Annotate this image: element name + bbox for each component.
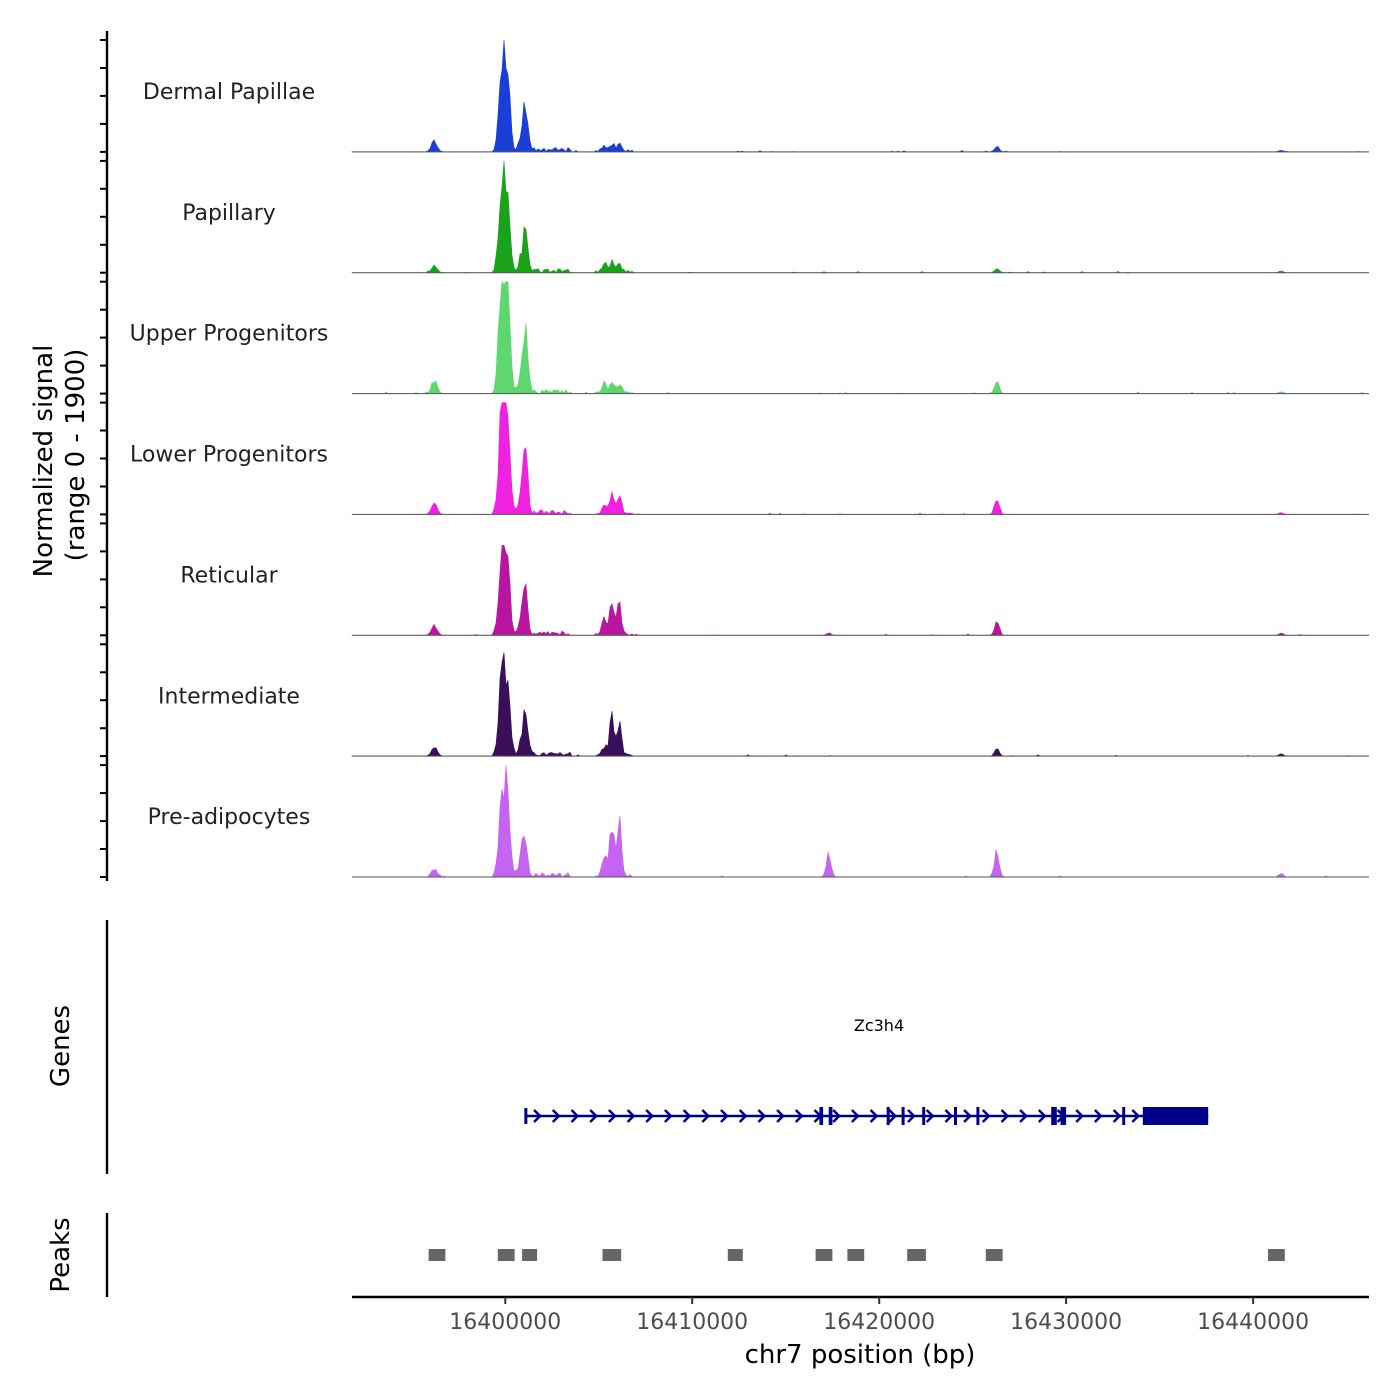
strand-arrow	[701, 1109, 711, 1123]
x-axis-title: chr7 position (bp)	[745, 1340, 976, 1370]
strand-arrow	[589, 1109, 598, 1123]
x-axis-ticks: 16400000 16410000 16420000 16430000 16440000	[449, 1297, 1309, 1335]
peak-region	[985, 1249, 1003, 1261]
strand-arrow	[944, 1109, 954, 1123]
strand-arrow	[682, 1109, 692, 1123]
coverage-y-label-range: (range 0 - 1900)	[61, 349, 91, 562]
gene-name-label: Zc3h4	[854, 1016, 904, 1035]
track-papillary: Papillary	[182, 160, 1370, 274]
strand-arrow	[1112, 1109, 1122, 1123]
coverage-area	[351, 652, 1370, 757]
strand-arrow	[1019, 1109, 1028, 1123]
strand-arrow	[551, 1109, 561, 1123]
track-label: Lower Progenitors	[130, 443, 328, 468]
peak-regions	[428, 1249, 1285, 1261]
x-tick-label: 16430000	[1010, 1310, 1122, 1335]
x-tick-label: 16420000	[823, 1310, 935, 1335]
strand-arrow	[794, 1109, 804, 1123]
strand-arrow	[888, 1109, 898, 1123]
exon	[901, 1107, 905, 1125]
peak-region	[522, 1249, 538, 1261]
peak-region	[428, 1249, 446, 1261]
strand-arrow	[664, 1109, 673, 1123]
coverage-area	[351, 280, 1370, 394]
strand-arrow	[533, 1109, 542, 1123]
strand-arrow	[1075, 1109, 1084, 1123]
strand-arrow	[570, 1109, 580, 1123]
strand-arrow	[776, 1109, 785, 1123]
peaks-label: Peaks	[46, 1217, 76, 1292]
exon	[1051, 1107, 1057, 1125]
coverage-area	[351, 402, 1370, 515]
strand-arrow	[907, 1109, 916, 1123]
strand-arrow	[645, 1109, 654, 1123]
strand-arrow	[608, 1109, 617, 1123]
strand-arrow	[832, 1109, 841, 1123]
peak-region	[727, 1249, 743, 1261]
track-label: Reticular	[180, 563, 278, 588]
exon	[1122, 1107, 1126, 1125]
genes-label: Genes	[46, 1005, 76, 1087]
exon	[828, 1107, 833, 1125]
strand-arrow	[1131, 1109, 1141, 1123]
track-label: Papillary	[182, 201, 276, 226]
peak-region	[602, 1249, 622, 1261]
track-reticular: Reticular	[180, 544, 1370, 636]
track-label: Upper Progenitors	[130, 322, 329, 347]
peak-region	[1268, 1249, 1285, 1261]
track-upper-progenitors: Upper Progenitors	[130, 280, 1370, 395]
coverage-tracks: Dermal Papillae Papillary Upper Progenitor…	[130, 39, 1370, 878]
peak-region	[497, 1249, 515, 1261]
terminal-exon	[1142, 1107, 1209, 1125]
coverage-area	[351, 160, 1370, 274]
strand-arrow	[1037, 1109, 1047, 1123]
exon	[886, 1107, 890, 1125]
exon	[922, 1107, 926, 1125]
peak-region	[847, 1249, 865, 1261]
coverage-area	[351, 544, 1370, 636]
strand-arrow	[963, 1109, 972, 1123]
strand-arrow	[1000, 1109, 1010, 1123]
strand-arrow	[720, 1109, 729, 1123]
gene-model-zc3h4	[524, 1107, 1209, 1125]
exon	[976, 1107, 980, 1125]
track-pre-adipocytes: Pre-adipocytes	[148, 765, 1369, 878]
peak-region	[907, 1249, 926, 1261]
strand-arrow	[925, 1109, 935, 1123]
strand-arrow	[738, 1109, 748, 1123]
exon	[819, 1107, 824, 1125]
exon	[1060, 1107, 1067, 1125]
x-tick-label: 16440000	[1197, 1310, 1309, 1335]
peak-region	[815, 1249, 833, 1261]
track-label: Intermediate	[158, 684, 300, 709]
coverage-area	[351, 39, 1370, 153]
x-tick-label: 16400000	[449, 1310, 561, 1335]
track-dermal-papillae: Dermal Papillae	[143, 39, 1370, 153]
track-label: Dermal Papillae	[143, 80, 315, 105]
x-tick-label: 16410000	[636, 1310, 748, 1335]
strand-arrow	[757, 1109, 767, 1123]
strand-arrow	[869, 1109, 879, 1123]
strand-arrow	[1094, 1109, 1103, 1123]
exon	[954, 1107, 957, 1125]
coverage-area	[352, 765, 1369, 878]
track-intermediate: Intermediate	[158, 652, 1370, 757]
strand-arrow	[626, 1109, 636, 1123]
strand-arrow	[981, 1109, 991, 1123]
track-label: Pre-adipocytes	[148, 805, 311, 830]
coverage-y-label: Normalized signal	[29, 345, 59, 578]
coverage-y-ticks	[100, 39, 107, 878]
strand-arrow	[851, 1109, 860, 1123]
track-lower-progenitors: Lower Progenitors	[130, 402, 1370, 515]
